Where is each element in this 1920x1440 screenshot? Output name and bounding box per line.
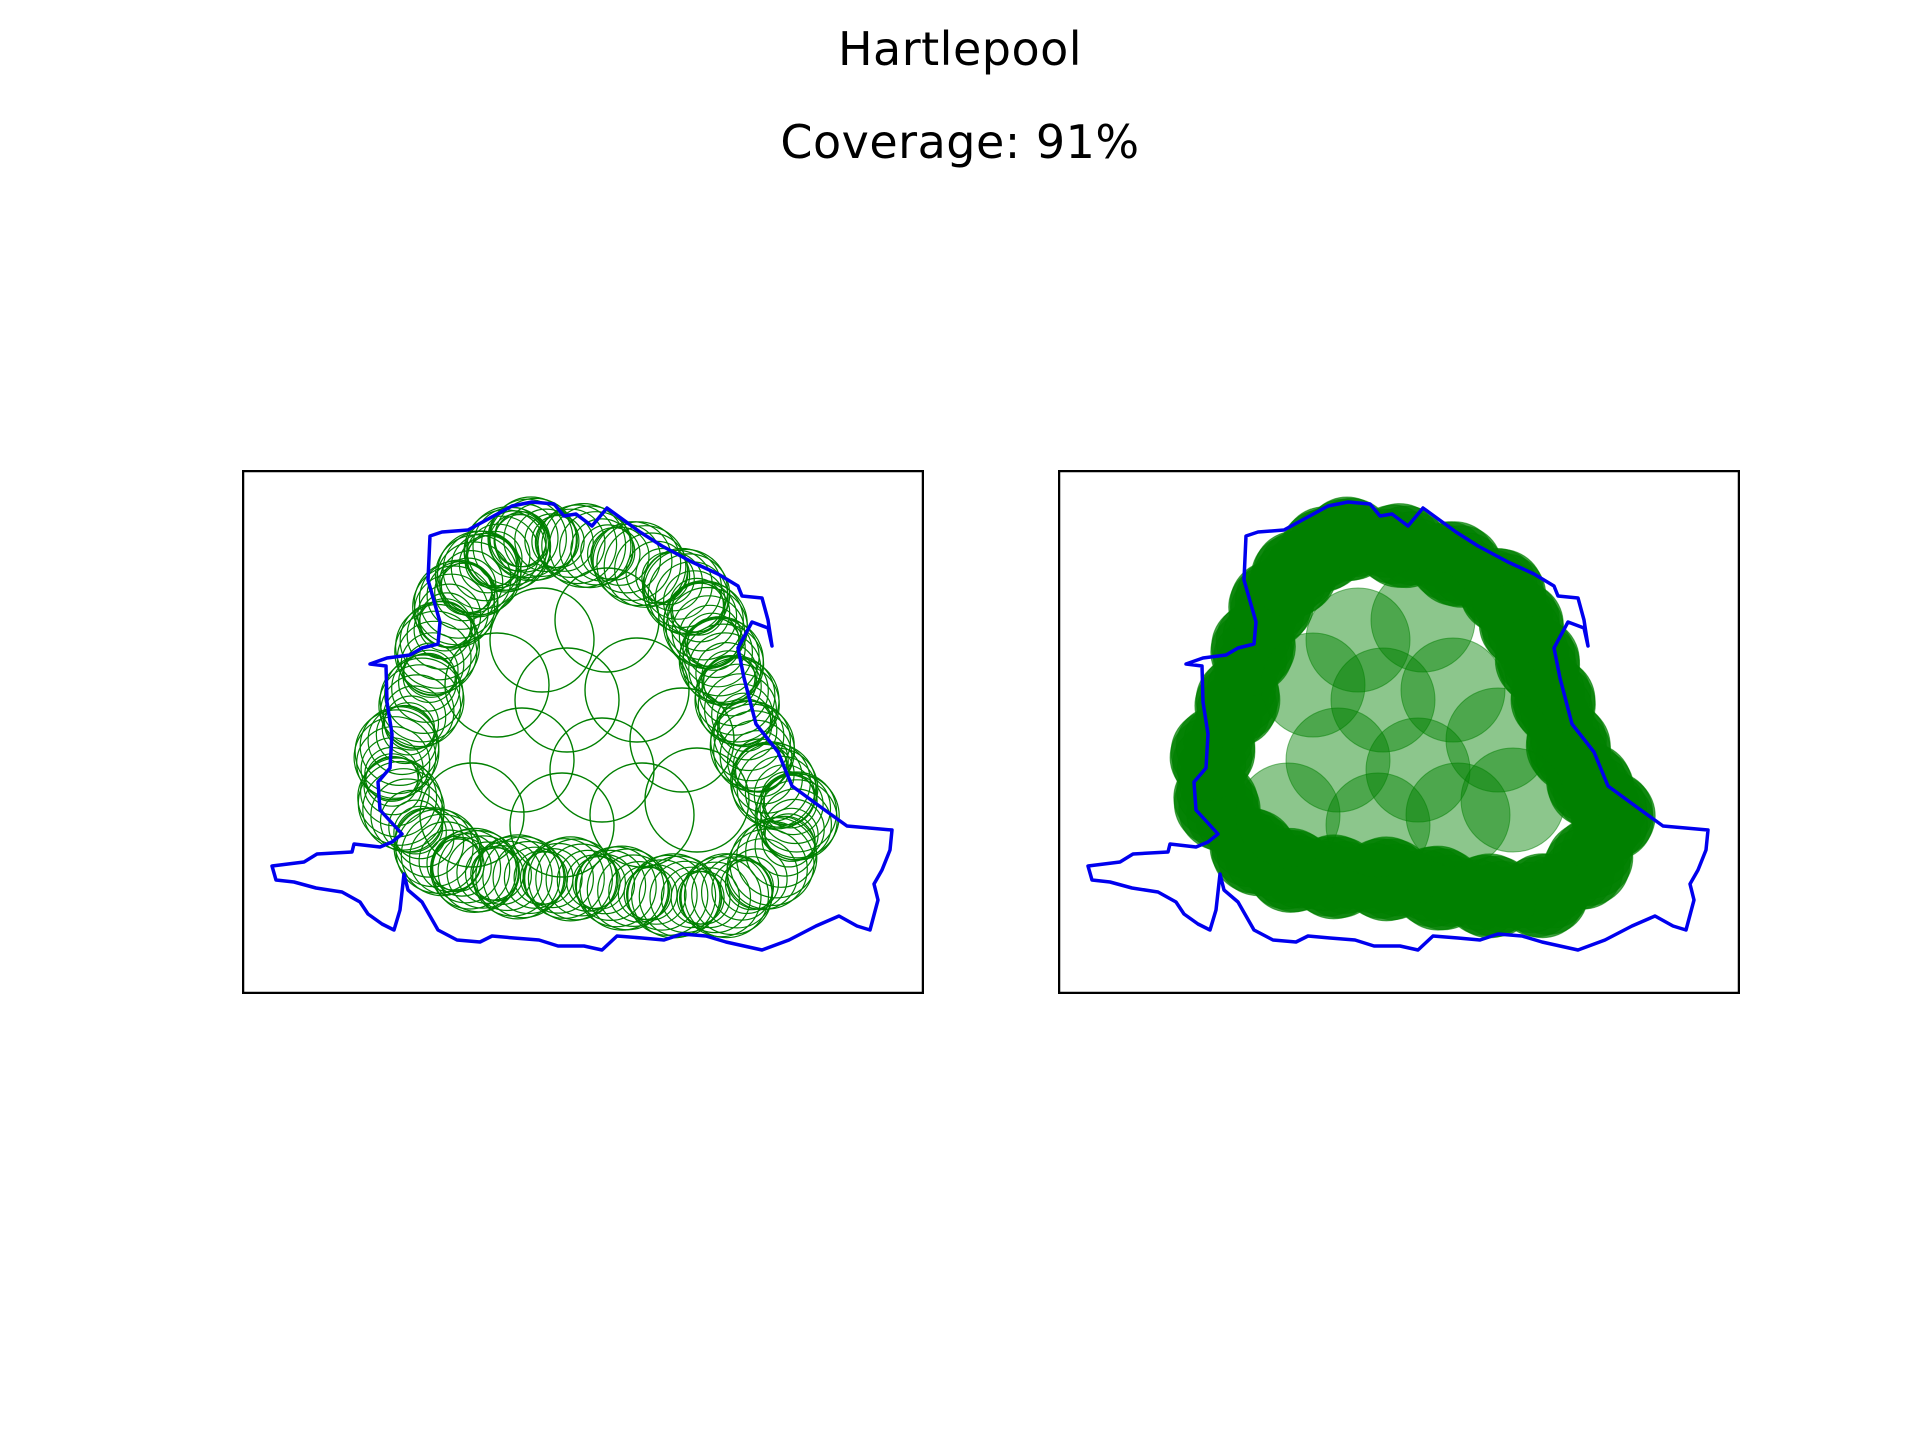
coverage-circle [1260,632,1366,738]
coverage-circle [398,652,458,712]
coverage-circle [442,530,522,610]
left-panel-frame [242,470,924,994]
coverage-circle [1325,772,1431,878]
coverage-circle [1400,637,1506,743]
coverage-circle [584,637,690,743]
coverage-circle [575,846,657,928]
coverage-circle [353,716,437,799]
coverage-circle [465,523,531,589]
coverage-circle [597,854,670,928]
coverage-circle [680,856,762,938]
coverage-circle [514,647,620,753]
coverage-circle [635,547,691,603]
coverage-circle [590,526,650,586]
coverage-circle [638,855,721,938]
coverage-circle [759,772,832,845]
coverage-circle [466,530,523,587]
coverage-circle [1285,707,1391,813]
coverage-circle [644,747,750,853]
coverage-circle [732,738,788,793]
coverage-circle [523,842,595,914]
coverage-circle [381,702,436,756]
coverage-circle [1445,687,1551,793]
coverage-circle [480,510,549,579]
coverage-circle [367,705,438,776]
coverage-circle [362,768,445,851]
coverage-circle [509,772,615,878]
coverage-circles-filled [1169,496,1656,939]
coverage-circle [548,505,632,589]
coverage-circle [570,518,634,582]
coverage-circle [536,508,606,579]
coverage-circle [1405,762,1511,868]
coverage-circle [426,561,496,630]
coverage-circle [762,774,824,836]
coverage-circle [649,860,722,934]
coverage-circle [591,523,662,594]
coverage-circle [413,600,473,660]
coverage-circle [391,653,461,723]
coverage-circle [682,616,754,688]
coverage-circle [527,836,613,922]
coverage-circle [388,799,444,855]
coverage-circle [534,512,594,572]
coverage-circle [663,580,744,661]
coverage-circle [384,654,464,735]
coverage-circle [1305,587,1411,693]
coverage-circle [761,813,816,868]
coverage-filled-map [1058,470,1740,994]
coverage-subtitle: Coverage: 91% [780,115,1140,169]
hartlepool-boundary [1086,500,1710,952]
coverage-circle [494,511,551,568]
coverage-circle [429,829,511,910]
coverage-circle [1235,762,1341,868]
coverage-circles-outline [353,496,840,939]
coverage-circle [1310,511,1367,568]
coverage-circle [531,514,585,569]
hartlepool-boundary [270,500,894,952]
coverage-circle [549,717,655,823]
coverage-circle [683,853,770,939]
coverage-circle [764,807,819,862]
coverage-circle [378,664,462,748]
coverage-circle [444,632,550,738]
coverage-circle [470,847,525,902]
coverage-circle [1330,647,1436,753]
coverage-circle [379,657,465,743]
coverage-circle [403,642,459,698]
coverage-circle [603,525,687,608]
coverage-circle [489,587,595,693]
coverage-circle [589,762,695,868]
coverage-circle [535,838,618,921]
right-panel-frame [1058,470,1740,994]
coverage-circle [554,567,660,673]
coverage-circle [629,687,735,793]
coverage-circle [469,707,575,813]
coverage-circle [357,757,438,838]
coverage-circle [545,843,619,917]
coverage-circle [1460,747,1566,853]
coverage-circle [1370,567,1476,673]
coverage-circle [524,838,605,919]
coverage-circle [679,867,741,929]
coverage-circle [456,841,519,905]
coverage-circle [394,610,478,694]
coverage-circle [380,674,455,749]
coverage-outline-map [242,470,924,994]
coverage-circle [419,762,525,868]
coverage-circle [754,773,840,859]
figure-title: Hartlepool [837,22,1083,76]
coverage-circle [727,730,789,792]
coverage-circle [627,854,709,936]
